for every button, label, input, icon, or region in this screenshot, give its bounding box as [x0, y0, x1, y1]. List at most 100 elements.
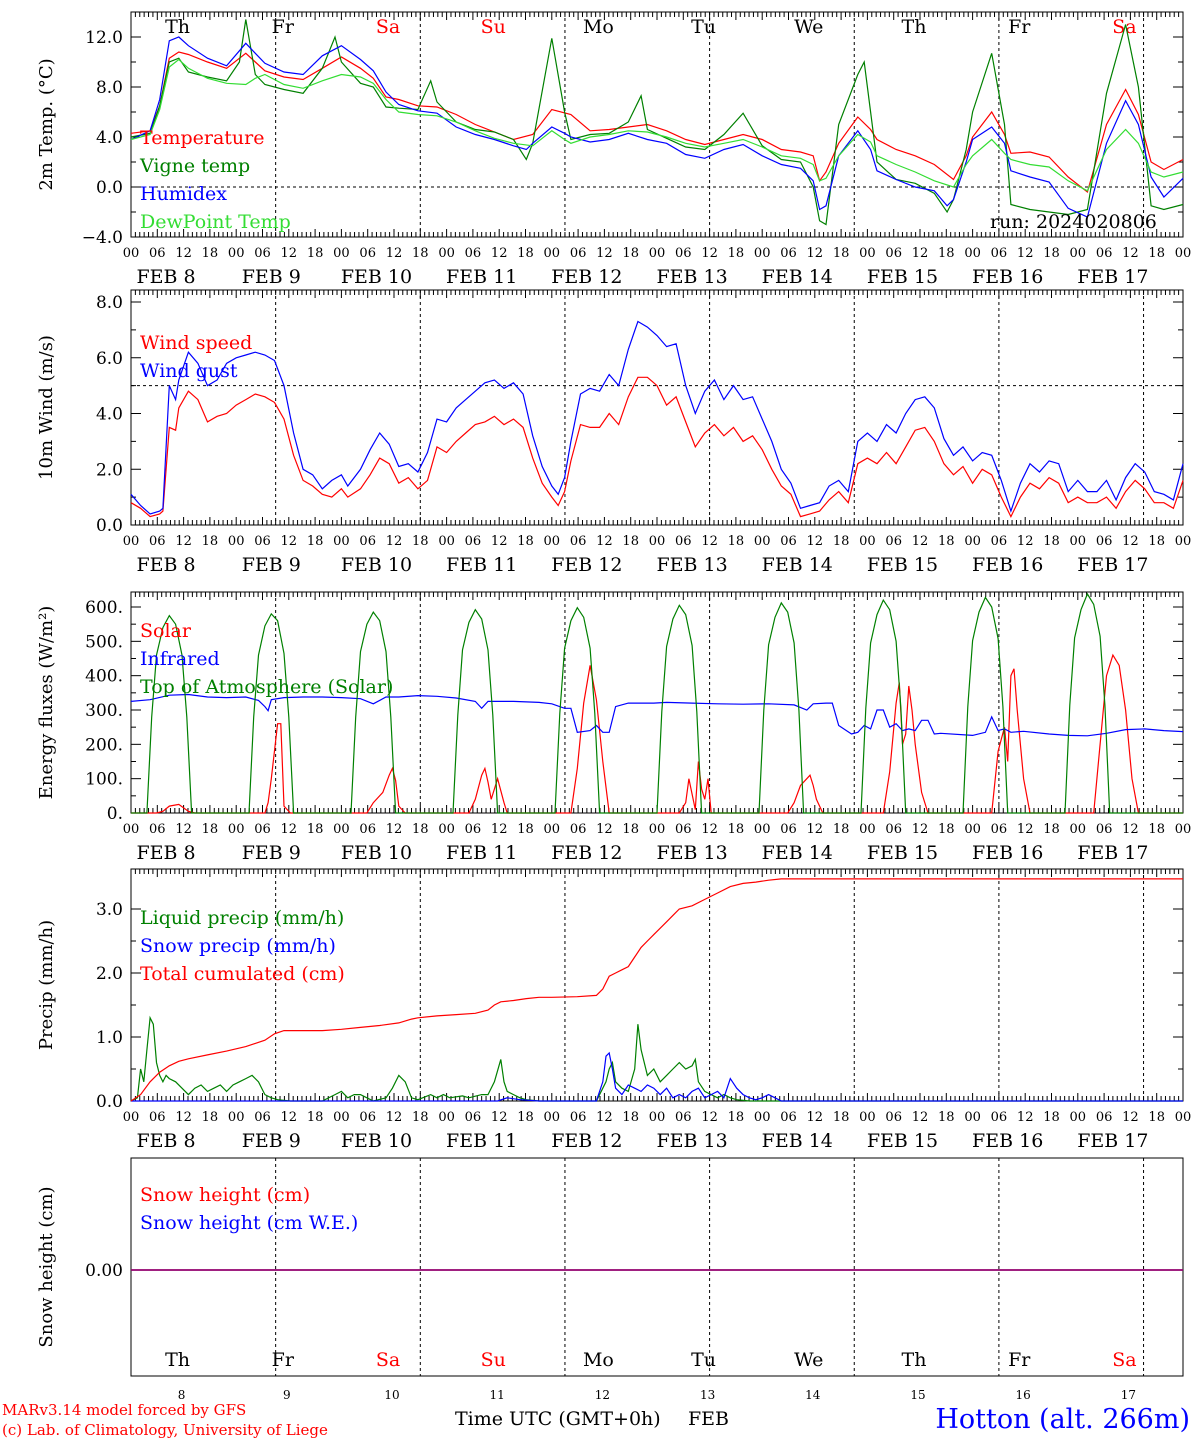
day-name-label: Sa: [376, 1349, 400, 1371]
day-number-label: 12: [595, 1388, 610, 1402]
y-tick-label: 8.0: [96, 293, 123, 313]
date-label: FEB 10: [341, 554, 412, 576]
hour-tick-label: 00: [333, 1110, 350, 1125]
date-label: FEB 15: [867, 266, 938, 288]
hour-tick-label: 12: [1122, 822, 1139, 837]
date-label: FEB 16: [972, 554, 1043, 576]
hour-tick-label: 06: [570, 822, 587, 837]
hour-tick-label: 18: [202, 246, 219, 261]
hour-tick-label: 00: [964, 1110, 981, 1125]
date-label: FEB 9: [242, 842, 301, 864]
hour-tick-label: 12: [807, 1110, 824, 1125]
hour-tick-label: 18: [622, 1110, 639, 1125]
hour-tick-label: 12: [807, 822, 824, 837]
y-tick-label: 500.: [85, 632, 123, 652]
hour-tick-label: 00: [649, 534, 666, 549]
date-label: FEB 9: [242, 554, 301, 576]
hour-tick-label: 18: [938, 534, 955, 549]
legend-entry: Snow precip (mm/h): [140, 935, 336, 957]
hour-tick-label: 06: [991, 1110, 1008, 1125]
date-label: FEB 12: [551, 1130, 622, 1152]
hour-tick-label: 12: [491, 246, 508, 261]
series-line-total-cumulated-cm: [130, 878, 1183, 1102]
hour-tick-label: 06: [1096, 246, 1113, 261]
hour-tick-label: 18: [622, 246, 639, 261]
hour-tick-label: 00: [228, 534, 245, 549]
hour-tick-label: 00: [754, 1110, 771, 1125]
hour-tick-label: 12: [175, 1110, 192, 1125]
hour-tick-label: 00: [544, 1110, 561, 1125]
hour-tick-label: 06: [149, 822, 166, 837]
day-number-label: 9: [283, 1388, 291, 1402]
hour-tick-label: 06: [780, 1110, 797, 1125]
hour-tick-label: 06: [675, 534, 692, 549]
hour-tick-label: 12: [281, 534, 298, 549]
hour-tick-label: 06: [254, 246, 271, 261]
hour-tick-label: 06: [570, 1110, 587, 1125]
hour-tick-label: 12: [701, 1110, 718, 1125]
hour-tick-label: 12: [807, 534, 824, 549]
hour-tick-label: 12: [1017, 822, 1034, 837]
day-name-label: We: [794, 16, 823, 38]
y-tick-label: 0.0: [96, 516, 123, 536]
date-label: FEB 17: [1077, 1130, 1148, 1152]
legend-entry: Snow height (cm W.E.): [140, 1212, 358, 1234]
date-label: FEB 11: [446, 554, 517, 576]
hour-tick-label: 06: [465, 1110, 482, 1125]
day-name-label: We: [794, 1349, 823, 1371]
hour-tick-label: 00: [649, 822, 666, 837]
hour-tick-label: 00: [333, 534, 350, 549]
x-axis-month-label: FEB: [688, 1408, 729, 1430]
date-label: FEB 16: [972, 266, 1043, 288]
hour-tick-label: 18: [517, 1110, 534, 1125]
legend-entry: Snow height (cm): [140, 1184, 310, 1206]
hour-tick-label: 18: [517, 822, 534, 837]
hour-tick-label: 00: [859, 246, 876, 261]
hour-tick-label: 18: [938, 822, 955, 837]
hour-tick-label: 18: [833, 1110, 850, 1125]
hour-tick-label: 00: [1070, 822, 1087, 837]
date-label: FEB 16: [972, 842, 1043, 864]
hour-tick-label: 18: [622, 534, 639, 549]
hour-tick-label: 06: [465, 534, 482, 549]
hour-tick-label: 18: [412, 822, 429, 837]
y-tick-label: 0.: [107, 804, 123, 824]
day-number-label: 17: [1121, 1388, 1136, 1402]
hour-tick-label: 12: [701, 246, 718, 261]
y-tick-label: 2.0: [96, 460, 123, 480]
date-label: FEB 11: [446, 842, 517, 864]
hour-tick-label: 18: [307, 1110, 324, 1125]
series-line-solar: [131, 653, 1183, 814]
y-tick-label: 8.0: [96, 78, 123, 98]
y-tick-label: 1.0: [96, 1028, 123, 1048]
date-label: FEB 13: [656, 1130, 727, 1152]
hour-tick-label: 06: [359, 1110, 376, 1125]
hour-tick-label: 06: [1096, 822, 1113, 837]
y-tick-label: 0.0: [96, 178, 123, 198]
hour-tick-label: 12: [596, 822, 613, 837]
series-line-vigne-temp: [130, 19, 1184, 226]
hour-tick-label: 06: [149, 534, 166, 549]
hour-tick-label: 00: [859, 822, 876, 837]
y-tick-label: 600.: [85, 598, 123, 618]
panel-temp: −4.0 0.0 4.0 8.0 12.0 2m Temp. (°C) Th Fr Sa Su Mo…: [36, 11, 1191, 288]
hour-tick-label: 06: [885, 246, 902, 261]
y-tick-label: 2.0: [96, 964, 123, 984]
hour-tick-label: 06: [465, 822, 482, 837]
date-label: FEB 8: [136, 266, 195, 288]
day-name-label: Th: [902, 16, 927, 38]
hour-tick-label: 00: [438, 534, 455, 549]
hour-tick-label: 00: [964, 822, 981, 837]
series-line-humidex: [130, 36, 1184, 218]
hour-tick-label: 00: [123, 1110, 140, 1125]
date-label: FEB 16: [972, 1130, 1043, 1152]
hour-tick-label: 06: [675, 822, 692, 837]
hour-tick-label: 06: [885, 822, 902, 837]
y-tick-label: 4.0: [96, 405, 123, 425]
series-line-dewpoint-temp: [130, 58, 1184, 192]
y-axis-label: 10m Wind (m/s): [36, 335, 57, 480]
y-tick-label: 100.: [85, 770, 123, 790]
x-axis-label: Time UTC (GMT+0h): [455, 1408, 661, 1430]
day-name-label: Fr: [272, 1349, 295, 1371]
hour-tick-label: 12: [491, 1110, 508, 1125]
